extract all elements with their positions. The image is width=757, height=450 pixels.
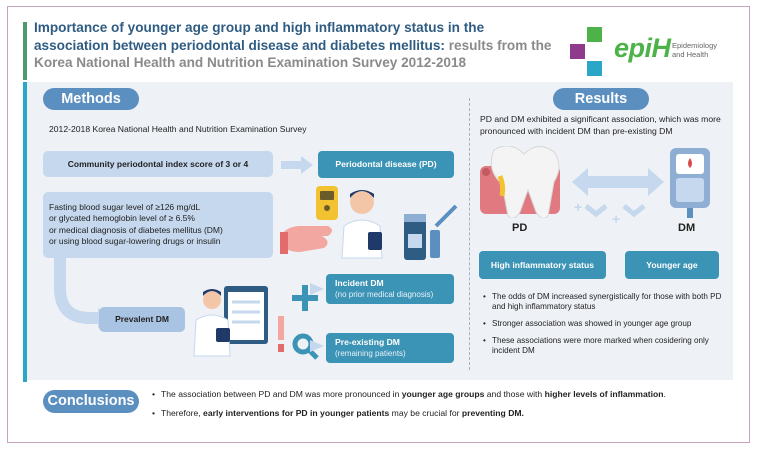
section-divider <box>469 98 470 370</box>
methods-header: Methods <box>43 88 139 110</box>
dm-criteria-2: or glycated hemoglobin level of ≥ 6.5% <box>49 213 195 224</box>
arrow-to-pd-icon <box>281 156 313 174</box>
logo-tagline-2: and Health <box>672 50 709 59</box>
prevalent-dm-label: Prevalent DM <box>115 314 169 324</box>
double-arrow-icon <box>572 168 664 196</box>
conclusion-1-text-a: The association between PD and DM was mo… <box>161 389 402 399</box>
conclusion-2-text-a: Therefore, <box>161 408 204 418</box>
logo-square-purple <box>570 44 585 59</box>
doctor-clipboard-illustration <box>193 286 284 357</box>
dm-criteria-box: Fasting blood sugar level of ≥126 mg/dL … <box>43 192 273 258</box>
journal-logo: epiH Epidemiology and Health <box>570 27 740 79</box>
plus-icon <box>292 285 318 311</box>
results-dm-label: DM <box>678 222 696 234</box>
pd-box-label: Periodontal disease (PD) <box>335 159 437 169</box>
results-summary: PD and DM exhibited a significant associ… <box>480 114 721 136</box>
panel-accent-bar <box>23 82 27 382</box>
arrow-to-preexisting-icon <box>310 340 324 352</box>
logo-tagline: Epidemiology and Health <box>672 41 717 59</box>
logo-square-blue <box>587 61 602 76</box>
high-inflammatory-label: High inflammatory status <box>490 260 595 270</box>
conclusion-2-bold-a: early interventions for PD in younger pa… <box>203 408 390 418</box>
conclusion-1-bold-b: higher levels of inflammation <box>544 389 664 399</box>
doctor-glucometer-illustration <box>280 186 458 260</box>
svg-text:+: + <box>574 199 582 215</box>
svg-text:+: + <box>612 211 620 227</box>
incident-dm-note: (no prior medical diagnosis) <box>335 290 434 299</box>
conclusion-bullet-2: Therefore, early interventions for PD in… <box>152 408 742 419</box>
cpi-criteria-box: Community periodontal index score of 3 o… <box>43 151 273 177</box>
title-accent-bar <box>23 22 27 80</box>
results-pd-label: PD <box>512 222 528 234</box>
dm-criteria-1: Fasting blood sugar level of ≥126 mg/dL <box>49 202 201 212</box>
chevrons-icon: + + <box>574 199 646 227</box>
arrow-to-incident-icon <box>310 283 324 295</box>
results-header: Results <box>553 88 649 110</box>
logo-tagline-1: Epidemiology <box>672 41 718 50</box>
preexisting-dm-title: Pre-existing DM <box>335 337 400 347</box>
logo-square-green <box>587 27 602 42</box>
younger-age-box: Younger age <box>625 251 719 279</box>
results-bullet-3: These associations were more marked when… <box>483 336 728 356</box>
prevalent-dm-box: Prevalent DM <box>99 307 185 332</box>
preexisting-dm-note: (remaining patients) <box>335 349 406 358</box>
pd-box: Periodontal disease (PD) <box>318 151 454 178</box>
incident-dm-title: Incident DM <box>335 278 384 288</box>
results-bullets: The odds of DM increased synergistically… <box>483 292 728 363</box>
preexisting-dm-box: Pre-existing DM (remaining patients) <box>326 333 454 363</box>
results-bullet-1: The odds of DM increased synergistically… <box>483 292 728 312</box>
cpi-criteria-text: Community periodontal index score of 3 o… <box>67 159 249 169</box>
conclusion-1-bold-a: younger age groups <box>401 389 485 399</box>
younger-age-label: Younger age <box>646 260 698 270</box>
title-sub: results from the Korea National Health a… <box>34 37 552 71</box>
conclusions-list: The association between PD and DM was mo… <box>152 389 742 427</box>
high-inflammatory-box: High inflammatory status <box>479 251 606 279</box>
dm-criteria-4: or using blood sugar-lowering drugs or i… <box>49 235 221 246</box>
conclusion-1-text-c: . <box>663 389 666 399</box>
methods-intro: 2012-2018 Korea National Health and Nutr… <box>49 124 307 134</box>
conclusion-1-text-b: and those with <box>484 389 545 399</box>
title-main: Importance of younger age group and high… <box>34 20 485 53</box>
logo-wordmark: epiH <box>614 33 671 63</box>
glucometer-icon <box>670 148 710 218</box>
dm-criteria-3: or medical diagnosis of diabetes mellitu… <box>49 224 223 235</box>
results-bullet-2: Stronger association was showed in young… <box>483 319 728 329</box>
conclusions-header: Conclusions <box>43 390 139 413</box>
incident-dm-box: Incident DM (no prior medical diagnosis) <box>326 274 454 304</box>
conclusion-2-bold-b: preventing DM. <box>461 408 524 418</box>
tooth-icon <box>480 146 560 218</box>
conclusion-bullet-1: The association between PD and DM was mo… <box>152 389 742 400</box>
conclusion-2-text-b: may be crucial for <box>389 408 462 418</box>
page-title: Importance of younger age group and high… <box>34 19 554 72</box>
